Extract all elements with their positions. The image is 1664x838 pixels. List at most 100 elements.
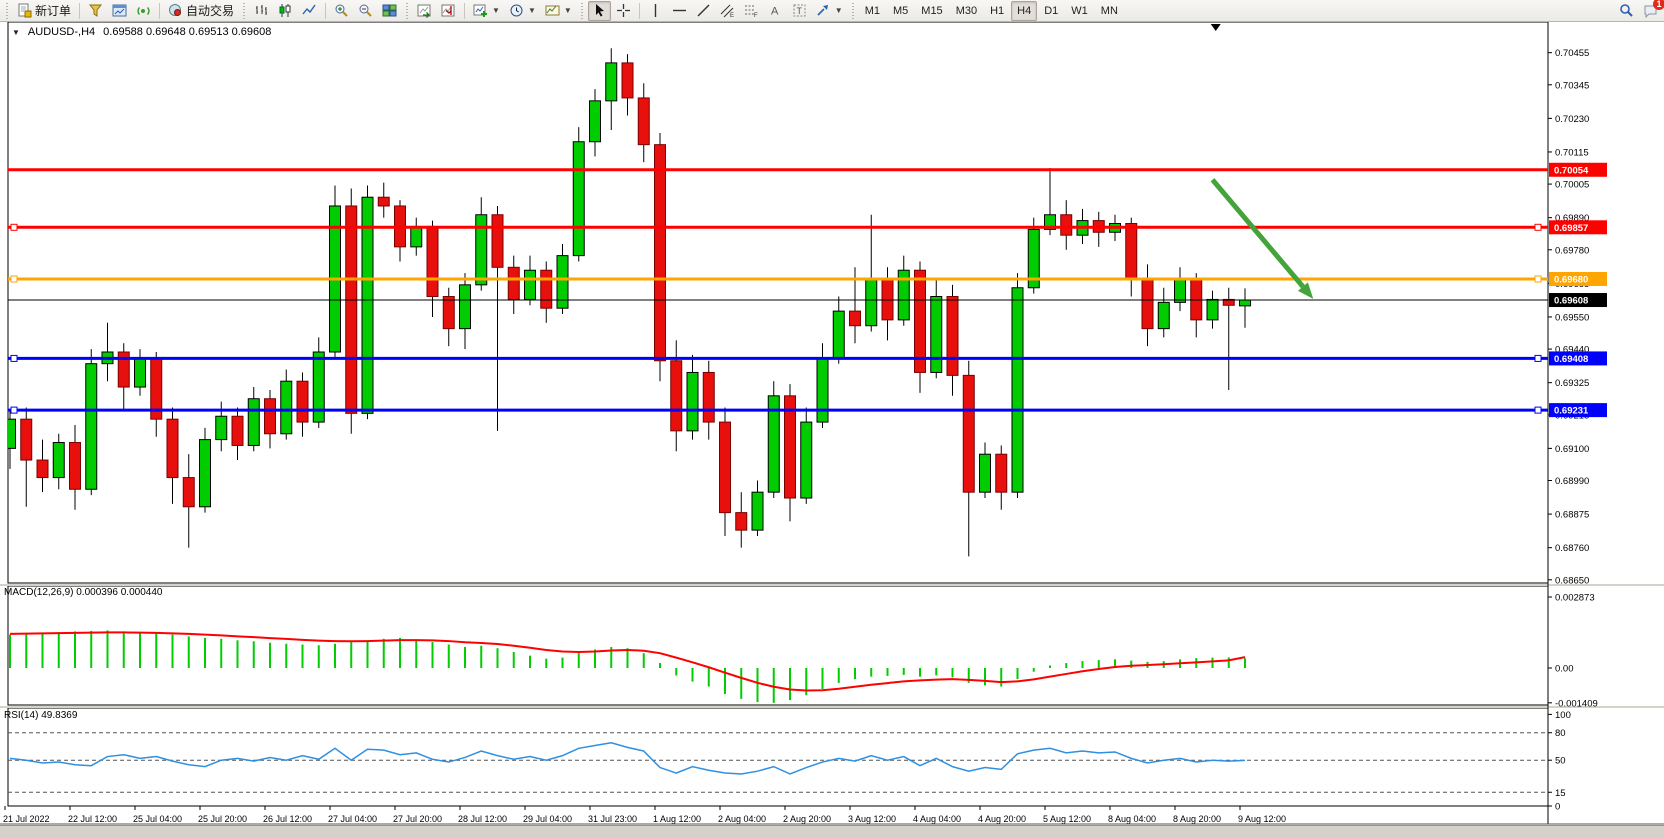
notifications-button[interactable]: 1 — [1639, 0, 1664, 21]
line-handle[interactable] — [1534, 223, 1542, 231]
toolbar-grip[interactable] — [849, 2, 856, 19]
template-icon — [545, 5, 560, 16]
new-order-button[interactable]: 新订单 — [13, 1, 75, 21]
indicators-button[interactable]: ▼ — [469, 1, 504, 21]
chart-area[interactable]: 0.70455 0.70345 0.70230 0.70115 0.70005 0.698… — [0, 22, 1664, 838]
timeframe-mn-button[interactable]: MN — [1100, 4, 1118, 17]
main-panel[interactable] — [7, 22, 1549, 584]
timeframe-d1-button[interactable]: D1 — [1044, 4, 1059, 17]
panel-splitter[interactable] — [0, 584, 1664, 586]
line-handle[interactable] — [10, 275, 18, 283]
price-badge — [1549, 351, 1607, 366]
shapes-tool-button[interactable]: ▼ — [812, 1, 847, 21]
shift-chart-icon — [417, 4, 431, 18]
horizontal-line-icon — [672, 9, 686, 12]
line-handle[interactable] — [10, 354, 18, 362]
svg-text:A: A — [771, 6, 779, 18]
tile-windows-icon — [382, 4, 397, 17]
channel-tool-button[interactable]: E — [716, 1, 739, 21]
line-handle[interactable] — [1534, 354, 1542, 362]
signal-icon — [137, 7, 150, 15]
chart-symbol: AUDUSD-,H4 — [27, 26, 96, 38]
rsi-axis: 100 80 50 15 0 — [1548, 710, 1571, 813]
trend-arrow[interactable] — [1210, 178, 1314, 299]
svg-text:4 Aug 20:00: 4 Aug 20:00 — [978, 814, 1026, 824]
candlestick-icon — [279, 4, 291, 17]
price-badge — [1549, 271, 1607, 286]
line-chart-icon — [302, 4, 316, 15]
svg-text:4 Aug 04:00: 4 Aug 04:00 — [913, 814, 961, 824]
auto-scroll-button[interactable] — [413, 1, 436, 21]
toolbar-grip[interactable] — [241, 2, 248, 19]
fibonacci-tool-button[interactable]: F — [740, 1, 763, 21]
timeframe-h1-button[interactable]: H1 — [990, 4, 1005, 17]
periods-button[interactable]: ▼ — [505, 1, 540, 21]
bar-chart-mode-button[interactable] — [250, 1, 273, 21]
search-button[interactable] — [1615, 1, 1638, 21]
chart-title: ▼ AUDUSD-,H4 0.69588 0.69648 0.69513 0.6… — [12, 26, 271, 38]
auto-trading-button[interactable]: 自动交易 — [164, 1, 238, 21]
timeframe-m1-button[interactable]: M1 — [864, 4, 880, 17]
macd-name: MACD(12,26,9) — [4, 587, 74, 598]
separator — [325, 2, 327, 19]
cursor-tool-button[interactable] — [587, 0, 611, 21]
autotrade-icon — [169, 4, 182, 16]
candlestick-mode-button[interactable] — [274, 1, 297, 21]
label-tool-button[interactable]: T — [788, 1, 811, 21]
timeframe-m5-button[interactable]: M5 — [893, 4, 909, 17]
panel-splitter[interactable] — [0, 706, 1664, 708]
line-handle[interactable] — [1534, 275, 1542, 283]
timeframe-h4-button[interactable]: H4 — [1011, 0, 1038, 21]
templates-button[interactable]: ▼ — [541, 1, 576, 21]
svg-text:9 Aug 12:00: 9 Aug 12:00 — [1238, 814, 1286, 824]
rsi-panel[interactable] — [7, 707, 1549, 807]
line-handle[interactable] — [1534, 406, 1542, 414]
new-order-label: 新订单 — [35, 4, 72, 18]
signal-button[interactable] — [132, 1, 155, 21]
rsi-line — [9, 742, 1246, 775]
rsi-name: RSI(14) — [4, 710, 39, 721]
macd-axis: 0.002873 0.00 -0.001409 — [1548, 593, 1598, 709]
svg-text:0.69608: 0.69608 — [1554, 296, 1588, 307]
chart-shift-button[interactable] — [437, 1, 460, 21]
label-icon: T — [793, 4, 806, 17]
svg-text:15: 15 — [1555, 788, 1566, 799]
chevron-down-icon: ▼ — [527, 6, 536, 15]
line-handle[interactable] — [10, 406, 18, 414]
horizontal-line-tool-button[interactable] — [668, 1, 691, 21]
tile-windows-button[interactable] — [378, 1, 401, 21]
chart-window-button[interactable] — [108, 1, 131, 21]
svg-text:0.69408: 0.69408 — [1554, 354, 1588, 365]
timeframe-m30-button[interactable]: M30 — [955, 4, 978, 17]
new-order-icon — [18, 3, 32, 18]
svg-text:2 Aug 20:00: 2 Aug 20:00 — [783, 814, 831, 824]
text-tool-button[interactable]: A — [764, 1, 787, 21]
chart-quote: 0.69588 0.69648 0.69513 0.69608 — [103, 26, 272, 38]
zoom-out-button[interactable] — [354, 1, 377, 21]
line-chart-mode-button[interactable] — [298, 1, 321, 21]
chevron-down-icon: ▼ — [834, 6, 843, 15]
chevron-down-icon[interactable]: ▼ — [12, 27, 20, 37]
search-icon — [1620, 4, 1633, 17]
price-badge — [1549, 403, 1607, 418]
status-strip — [0, 825, 1664, 838]
toolbar-grip[interactable] — [404, 2, 411, 19]
market-watch-button[interactable] — [84, 1, 107, 21]
line-handle[interactable] — [10, 223, 18, 231]
svg-text:0.68760: 0.68760 — [1555, 543, 1589, 554]
chart-workspace: 0.70455 0.70345 0.70230 0.70115 0.70005 0.698… — [0, 22, 1664, 838]
svg-text:0.68650: 0.68650 — [1555, 575, 1589, 586]
macd-layer — [9, 630, 1246, 703]
timeframe-w1-button[interactable]: W1 — [1071, 4, 1088, 17]
timeframe-m15-button[interactable]: M15 — [921, 4, 943, 17]
svg-text:5 Aug 12:00: 5 Aug 12:00 — [1043, 814, 1091, 824]
price-axis: 0.70455 0.70345 0.70230 0.70115 0.70005 0.698… — [1548, 48, 1589, 586]
toolbar-grip[interactable] — [578, 2, 585, 19]
vertical-line-tool-button[interactable] — [644, 1, 667, 21]
zoom-in-button[interactable] — [330, 1, 353, 21]
trendline-tool-button[interactable] — [692, 1, 715, 21]
chart-shift-marker[interactable] — [1210, 24, 1221, 31]
crosshair-tool-button[interactable] — [612, 1, 635, 21]
svg-text:22 Jul 12:00: 22 Jul 12:00 — [68, 814, 117, 824]
toolbar-grip[interactable] — [4, 2, 10, 19]
